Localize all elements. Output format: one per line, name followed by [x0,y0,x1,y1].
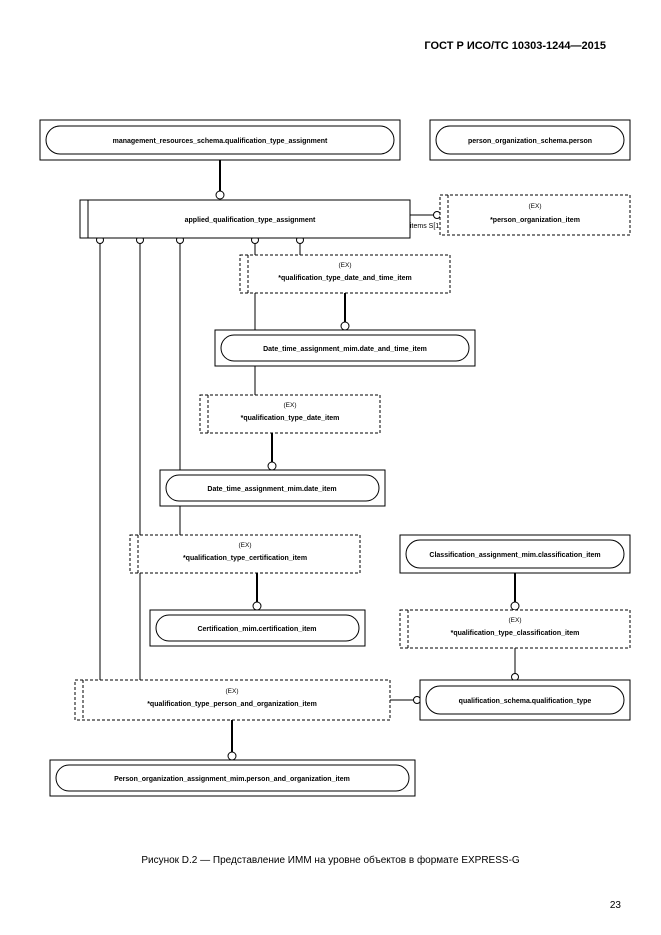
edges: items S[1:?] [75,160,519,760]
node-date-time-assignment-date-item: Date_time_assignment_mim.date_item [160,470,385,506]
svg-text:Date_time_assignment_mim.date_: Date_time_assignment_mim.date_and_time_i… [263,346,427,353]
node-qualification-type-person-and-org-item: (EX) *qualification_type_person_and_orga… [75,680,390,720]
svg-text:(EX): (EX) [284,402,297,409]
node-applied-qualification-type-assignment: applied_qualification_type_assignment [80,200,410,238]
svg-text:(EX): (EX) [339,262,352,269]
svg-text:Person_organization_assignment: Person_organization_assignment_mim.perso… [114,776,350,783]
node-date-time-assignment-mim: Date_time_assignment_mim.date_and_time_i… [215,330,475,366]
svg-text:*qualification_type_certificat: *qualification_type_certification_item [183,555,307,562]
node-qualification-type-date-item: (EX) *qualification_type_date_item [200,395,380,433]
node-management-resources: management_resources_schema.qualificatio… [40,120,400,160]
svg-text:applied_qualification_type_ass: applied_qualification_type_assignment [185,217,316,224]
figure-caption: Рисунок D.2 — Представление ИММ на уровн… [0,855,661,866]
express-g-diagram: items S[1:?] [0,0,661,935]
node-classification-assignment-mim: Classification_assignment_mim.classifica… [400,535,630,573]
svg-text:qualification_schema.qualifica: qualification_schema.qualification_type [459,698,592,705]
svg-text:Classification_assignment_mim.: Classification_assignment_mim.classifica… [429,552,600,559]
svg-text:person_organization_schema.per: person_organization_schema.person [468,138,592,145]
page-number: 23 [610,900,621,911]
node-qualification-type-date-and-time-item: (EX) *qualification_type_date_and_time_i… [240,255,450,293]
node-qualification-type-classification-item: (EX) *qualification_type_classification_… [400,610,630,648]
svg-text:*qualification_type_person_and: *qualification_type_person_and_organizat… [147,701,317,708]
svg-text:(EX): (EX) [226,688,239,695]
svg-text:(EX): (EX) [239,542,252,549]
node-person-organization-item: (EX) *person_organization_item [440,195,630,235]
svg-text:management_resources_schema.qu: management_resources_schema.qualificatio… [113,138,328,145]
svg-text:(EX): (EX) [509,617,522,624]
svg-text:Date_time_assignment_mim.date_: Date_time_assignment_mim.date_item [207,486,336,493]
svg-text:(EX): (EX) [529,203,542,210]
svg-text:*qualification_type_date_item: *qualification_type_date_item [241,415,340,422]
svg-text:*qualification_type_date_and_t: *qualification_type_date_and_time_item [278,275,411,282]
nodes: management_resources_schema.qualificatio… [40,120,630,796]
svg-text:*person_organization_item: *person_organization_item [490,217,580,224]
svg-text:*qualification_type_classifica: *qualification_type_classification_item [451,630,580,637]
node-qualification-type-certification-item: (EX) *qualification_type_certification_i… [130,535,360,573]
node-qualification-schema-type: qualification_schema.qualification_type [420,680,630,720]
document-page: ГОСТ Р ИСО/ТС 10303-1244—2015 items S[1:… [0,0,661,935]
node-person-org-schema-person: person_organization_schema.person [430,120,630,160]
svg-text:Certification_mim.certificatio: Certification_mim.certification_item [197,626,316,633]
node-certification-mim-item: Certification_mim.certification_item [150,610,365,646]
node-person-org-assignment-mim: Person_organization_assignment_mim.perso… [50,760,415,796]
